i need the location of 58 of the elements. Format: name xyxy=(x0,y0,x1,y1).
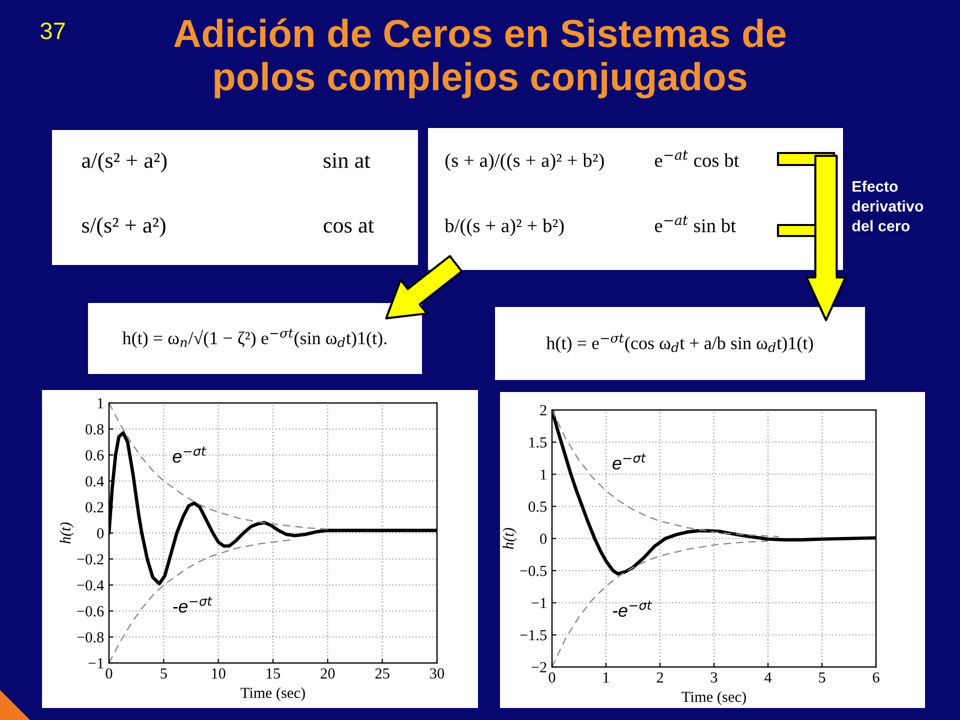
text: s/(s² + a²) xyxy=(82,217,166,238)
y-tick-label: −0.4 xyxy=(77,580,104,591)
x-tick-label: 0 xyxy=(548,672,556,683)
y-tick-label: −1.5 xyxy=(520,630,547,640)
y-tick-label: −0.8 xyxy=(77,632,104,643)
text: e$^{−at}$ sin bt xyxy=(654,216,736,232)
x-axis-title: Time (sec) xyxy=(240,687,305,702)
series-label: e$^{−σt}$ xyxy=(612,454,646,470)
x-tick-label: 30 xyxy=(430,668,444,679)
y-tick-label: 0.4 xyxy=(86,476,104,487)
series-label: -e$^{−σt}$ xyxy=(612,600,652,617)
line-series xyxy=(109,403,328,530)
text: sin at xyxy=(324,153,370,168)
x-tick-label: 0 xyxy=(106,668,112,679)
y-tick-label: −1 xyxy=(88,658,104,668)
text: (s + a)/((s + a)² + b²) xyxy=(445,153,604,171)
y-tick-label: −0.5 xyxy=(520,566,547,576)
x-tick-label: 3 xyxy=(710,672,718,683)
y-axis-title: h(t) xyxy=(502,528,517,549)
x-axis-title: Time (sec) xyxy=(682,691,746,706)
y-tick-label: 0.2 xyxy=(86,502,104,513)
y-axis-title: h(t) xyxy=(60,522,74,544)
text: Efecto derivativo del cero xyxy=(852,180,924,232)
x-tick-label: 20 xyxy=(320,668,335,679)
x-tick-label: 15 xyxy=(266,668,280,679)
x-tick-label: 2 xyxy=(656,672,663,682)
y-tick-label: 1.5 xyxy=(529,437,547,448)
y-tick-label: 1 xyxy=(540,469,546,480)
text: Adición de Ceros en Sistemas de polos complejos conjugados xyxy=(174,18,786,98)
x-tick-label: 4 xyxy=(764,672,772,682)
y-tick-label: −0.2 xyxy=(77,554,104,565)
y-tick-label: 2 xyxy=(540,405,546,416)
y-tick-label: 0.8 xyxy=(86,424,104,435)
x-tick-label: 10 xyxy=(212,668,226,679)
line-series xyxy=(552,410,780,538)
text: cos at xyxy=(324,220,374,233)
text: a/(s² + a²) xyxy=(82,152,167,172)
y-tick-label: 1 xyxy=(98,398,104,408)
text: h(t) = e$^{−σt}$(cos ω$_{d}$t + a/b sin ω$_{d}$t)1(t) xyxy=(546,334,813,353)
line-series xyxy=(552,540,769,667)
y-tick-label: 0.5 xyxy=(528,502,547,512)
y-tick-label: −0.6 xyxy=(77,606,104,617)
x-tick-label: 5 xyxy=(160,668,167,679)
x-tick-label: 5 xyxy=(819,672,826,683)
series-label: -e$^{−σt}$ xyxy=(173,596,212,613)
text: 37 xyxy=(40,22,65,40)
y-tick-label: 0 xyxy=(540,534,547,544)
y-tick-label: −2 xyxy=(532,662,546,672)
x-tick-label: 25 xyxy=(375,668,390,679)
y-tick-label: −1 xyxy=(532,598,546,608)
y-tick-label: 0 xyxy=(97,528,104,538)
series-label: e$^{−σt}$ xyxy=(172,446,206,463)
text: b/((s + a)² + b²) xyxy=(444,218,564,236)
x-tick-label: 6 xyxy=(872,672,880,683)
x-tick-label: 1 xyxy=(604,672,609,682)
text: h(t) = ω$_{n}$/√(1 − ζ²) e$^{−σt}$(sin ω$_{d}$t)1(t). xyxy=(122,328,386,348)
text: e$^{−at}$ cos bt xyxy=(654,150,740,167)
y-tick-label: 0.6 xyxy=(86,450,104,461)
